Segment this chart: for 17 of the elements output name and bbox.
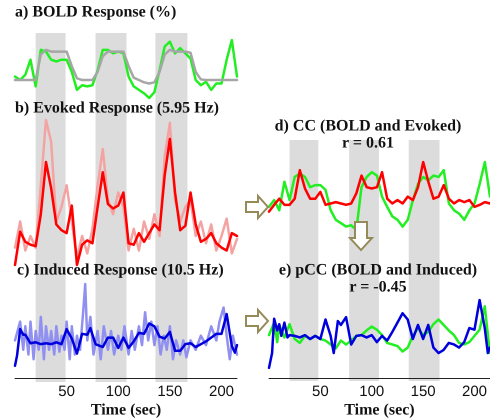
x-tick-label: 100 (106, 383, 131, 400)
chart-subtitle: r = -0.45 (349, 278, 407, 296)
x-tick-label: 200 (462, 383, 487, 400)
x-tick-label: 50 (58, 383, 75, 400)
x-tick-label: 150 (410, 383, 436, 400)
chart-title: e) pCC (BOLD and Induced) (278, 262, 478, 278)
chart-title: c) Induced Response (10.5 Hz) (17, 262, 224, 278)
chart-title: b) Evoked Response (5.95 Hz) (15, 100, 220, 116)
x-axis-title: Time (sec) (344, 402, 415, 418)
x-axis-title: Time (sec) (90, 402, 162, 418)
x-tick-label: 100 (359, 383, 384, 400)
x-tick-label: 200 (208, 383, 234, 400)
x-tick-label: 150 (157, 383, 182, 400)
chart-subtitle: r = 0.61 (342, 134, 394, 152)
x-tick-label: 50 (312, 383, 329, 400)
chart-title: d) CC (BOLD and Evoked) (274, 118, 462, 134)
chart-title: a) BOLD Response (%) (15, 4, 176, 20)
